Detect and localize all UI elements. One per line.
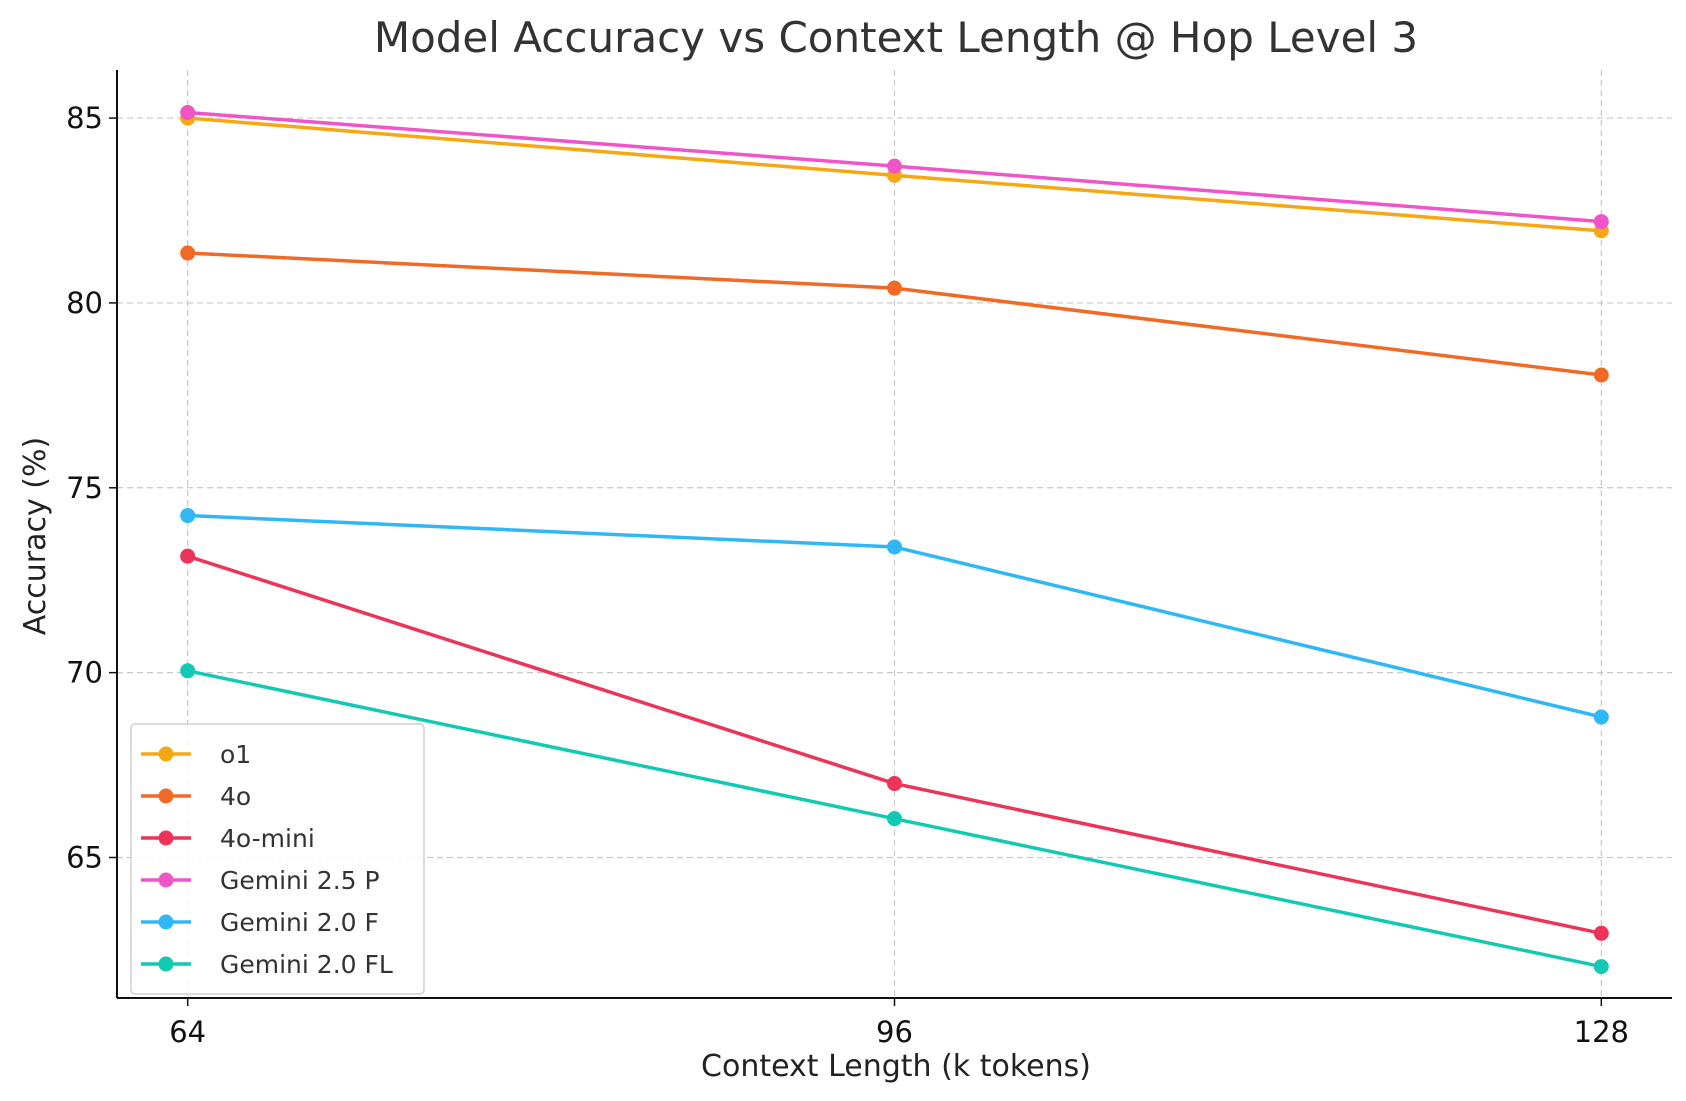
chart-title: Model Accuracy vs Context Length @ Hop L… [374, 13, 1418, 62]
legend-entry: Gemini 2.0 F [141, 908, 379, 937]
legend-entry: o1 [141, 740, 251, 769]
legend-swatch-marker [158, 746, 174, 762]
legend-entry: 4o [141, 782, 251, 811]
legend-label: o1 [220, 740, 251, 769]
data-point-4o-mini [180, 548, 196, 564]
data-point-4o [1593, 367, 1609, 383]
legend-label: Gemini 2.5 P [220, 866, 380, 895]
legend-box [130, 723, 425, 995]
legend-swatch-marker [158, 956, 174, 972]
data-point-4o-mini [887, 776, 902, 792]
legend-swatch-marker [158, 788, 174, 804]
legend-label: Gemini 2.0 F [220, 908, 379, 937]
legend: o1 4o 4o-mini Gemini 2.5 P Gemini 2.0 F Gemin… [130, 723, 425, 995]
y-axis-label: Accuracy (%) [18, 437, 53, 635]
legend-label: 4o-mini [220, 824, 315, 853]
series-4o [180, 245, 1609, 383]
y-tick-label: 70 [66, 656, 103, 690]
data-point-gemini-2-0-f [180, 508, 196, 524]
series-group [180, 105, 1609, 975]
y-tick-label: 80 [66, 286, 103, 320]
data-point-gemini-2-5-p [1593, 214, 1609, 230]
legend-entry: Gemini 2.5 P [141, 866, 380, 895]
y-tick-label: 75 [66, 471, 103, 505]
legend-label: 4o [220, 782, 251, 811]
data-point-4o [180, 245, 196, 261]
legend-swatch-marker [158, 914, 174, 930]
legend-swatch-marker [158, 830, 174, 846]
series-4o-mini [180, 548, 1609, 941]
data-point-4o-mini [1593, 925, 1609, 941]
series-gemini-2-0-f [180, 508, 1609, 725]
x-axis-label: Context Length (k tokens) [701, 1049, 1091, 1084]
data-point-gemini-2-0-f [1593, 709, 1609, 725]
legend-label: Gemini 2.0 FL [220, 950, 393, 979]
axes: 64 96 128 65 70 75 80 85 [66, 70, 1672, 1049]
data-point-gemini-2-0-fl [1593, 959, 1609, 975]
data-point-gemini-2-5-p [887, 158, 902, 174]
data-point-gemini-2-5-p [180, 105, 196, 121]
y-tick-label: 85 [66, 101, 103, 135]
data-point-gemini-2-0-fl [887, 811, 902, 827]
legend-entry: Gemini 2.0 FL [141, 950, 393, 979]
series-gemini-2-5-p [180, 105, 1609, 230]
legend-entry: 4o-mini [141, 824, 315, 853]
x-tick-label: 96 [876, 1015, 913, 1049]
series-gemini-2-0-fl [180, 663, 1609, 975]
x-tick-label: 128 [1574, 1015, 1629, 1049]
data-point-gemini-2-0-fl [180, 663, 196, 679]
y-tick-label: 65 [66, 841, 103, 875]
data-point-4o [887, 280, 902, 296]
legend-swatch-marker [158, 872, 174, 888]
data-point-gemini-2-0-f [887, 539, 902, 555]
x-tick-label: 64 [169, 1015, 206, 1049]
